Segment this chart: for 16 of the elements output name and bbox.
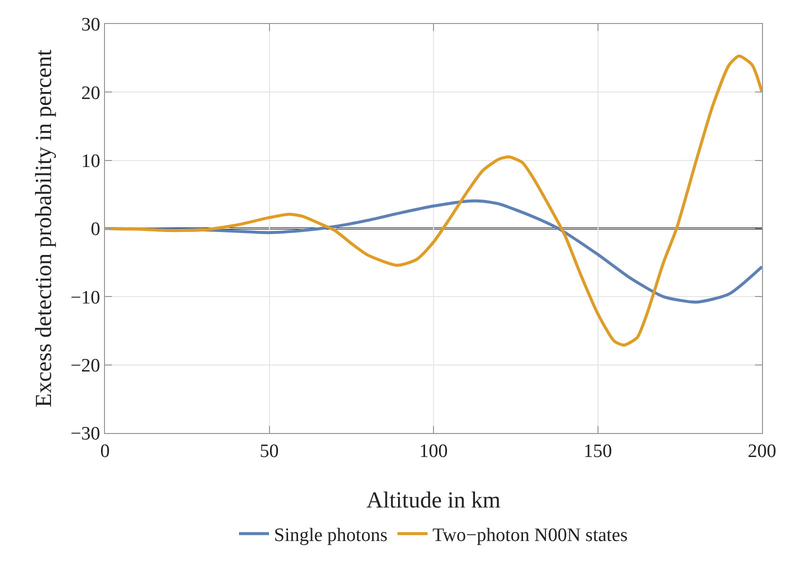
y-tick-label: −20 [70, 355, 100, 376]
x-tick-label: 100 [419, 440, 448, 462]
y-axis-title: Excess detection probability in percent [30, 49, 56, 408]
x-tick-label: 50 [260, 440, 279, 462]
line-series [105, 54, 762, 347]
legend-label: Single photons [274, 525, 388, 546]
x-tick-label: 150 [584, 440, 612, 462]
y-tick-label: −30 [70, 424, 100, 445]
x-tick-label: 200 [748, 440, 776, 462]
y-tick-label: 30 [81, 14, 100, 36]
y-tick-label: 10 [81, 150, 100, 172]
y-tick-label: −10 [70, 287, 100, 308]
y-tick-label: 0 [90, 219, 100, 240]
y-tick-label: 20 [81, 82, 100, 104]
x-axis-title: Altitude in km [366, 487, 501, 512]
legend-label: Two−photon N00N states [432, 525, 628, 546]
